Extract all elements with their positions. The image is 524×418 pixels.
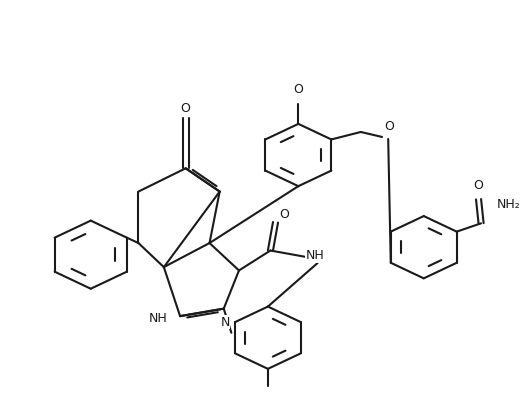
Text: O: O [280, 208, 289, 221]
Text: NH: NH [149, 312, 167, 325]
Text: NH: NH [306, 250, 325, 263]
Text: N: N [221, 316, 230, 329]
Text: NH₂: NH₂ [496, 198, 520, 211]
Text: O: O [293, 84, 303, 97]
Text: O: O [384, 120, 394, 133]
Text: O: O [474, 179, 484, 192]
Text: O: O [181, 102, 191, 115]
